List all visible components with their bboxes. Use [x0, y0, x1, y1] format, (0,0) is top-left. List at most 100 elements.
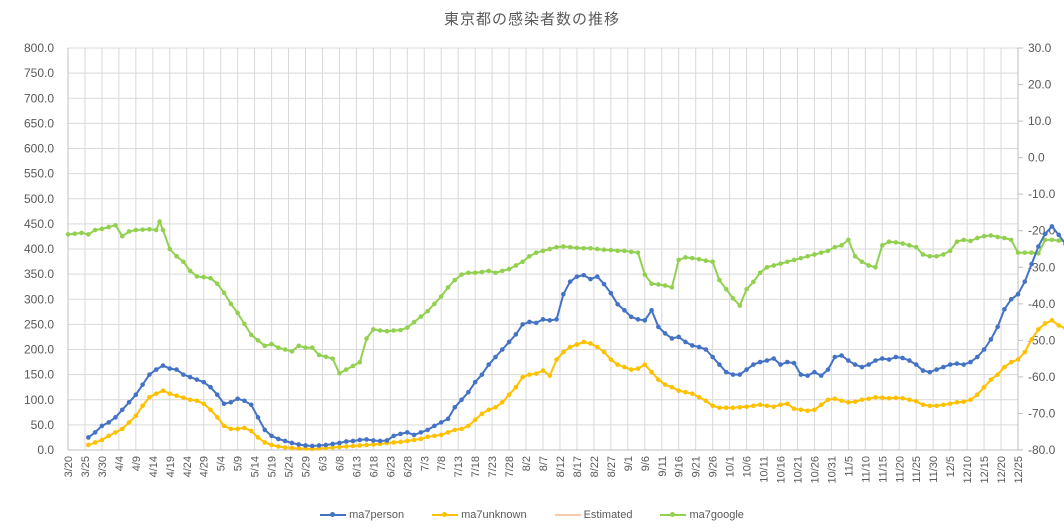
data-point [337, 440, 342, 446]
data-point [330, 441, 335, 447]
data-point [954, 239, 960, 244]
data-point [1002, 235, 1007, 241]
data-point [608, 357, 614, 362]
legend-swatch-icon [432, 512, 459, 517]
data-point [635, 366, 641, 371]
data-point [689, 343, 695, 348]
data-point [812, 369, 817, 375]
data-point [744, 404, 749, 410]
data-point [113, 430, 118, 435]
legend-item-ma7unknown[interactable]: ma7unknown [432, 509, 527, 521]
data-point [934, 403, 939, 409]
data-point [927, 369, 933, 375]
data-point [520, 374, 525, 380]
data-point [934, 367, 939, 372]
data-point [893, 395, 899, 401]
data-point [941, 364, 946, 370]
data-point [947, 248, 953, 254]
data-point [703, 398, 709, 404]
data-point [662, 331, 668, 336]
data-point [377, 438, 383, 444]
data-point [941, 402, 946, 408]
data-point [751, 403, 756, 409]
data-point [676, 334, 682, 340]
data-point [316, 352, 322, 358]
x-tick-label: 5/29 [301, 456, 313, 477]
x-tick-label: 3/30 [97, 456, 109, 477]
data-point [886, 357, 892, 362]
data-point [703, 258, 709, 263]
data-point [1049, 224, 1055, 229]
y2-tick-label: 0.0 [1028, 151, 1045, 165]
data-point [574, 342, 580, 347]
x-tick-label: 8/7 [538, 456, 550, 471]
data-point [1056, 232, 1062, 238]
y-tick-label: 800.0 [24, 41, 54, 55]
data-point [859, 259, 865, 265]
data-point [201, 379, 207, 385]
data-point [92, 430, 98, 435]
data-point [1022, 279, 1028, 284]
data-point [194, 274, 200, 279]
data-point [696, 344, 702, 350]
data-point [601, 281, 607, 287]
x-tick-label: 12/15 [979, 456, 991, 484]
y2-tick-label: -80.0 [1028, 443, 1056, 457]
data-point [384, 438, 390, 443]
data-point [167, 391, 173, 397]
gridlines [67, 47, 1019, 451]
x-tick-label: 5/14 [250, 456, 262, 477]
data-point [157, 219, 162, 224]
x-tick-label: 6/18 [368, 456, 380, 477]
data-point [1022, 250, 1028, 255]
data-point [228, 399, 234, 405]
data-point [846, 399, 851, 405]
x-tick-label: 8/2 [521, 456, 533, 471]
series-ma7unknown [86, 318, 1064, 452]
data-point [479, 411, 485, 417]
data-point [337, 370, 342, 376]
data-point [282, 445, 288, 450]
data-point [235, 396, 240, 402]
data-point [608, 290, 614, 296]
x-tick-label: 8/12 [555, 456, 567, 477]
data-point [391, 433, 397, 439]
data-point [140, 403, 145, 409]
data-point [472, 379, 478, 385]
x-tick-label: 8/27 [606, 456, 618, 477]
series-line [87, 225, 1064, 447]
data-point [486, 407, 492, 413]
x-tick-label: 6/13 [351, 456, 363, 477]
legend-item-ma7google[interactable]: ma7google [660, 509, 744, 521]
data-point [296, 343, 302, 349]
y-tick-label: 650.0 [24, 116, 54, 130]
data-point [567, 279, 573, 284]
y2-tick-label: -20.0 [1028, 224, 1056, 238]
legend-item-estimated[interactable]: Estimated [554, 509, 632, 521]
data-point [622, 364, 627, 370]
data-point [255, 338, 261, 343]
data-point [927, 254, 933, 259]
data-point [751, 279, 756, 285]
data-point [126, 399, 132, 405]
data-point [968, 397, 973, 403]
data-point [961, 362, 967, 367]
data-point [153, 391, 159, 397]
legend-item-ma7person[interactable]: ma7person [320, 509, 404, 521]
data-point [920, 368, 926, 373]
data-point [669, 285, 675, 290]
data-point [181, 372, 186, 377]
x-tick-label: 5/24 [284, 456, 296, 477]
data-point [174, 367, 179, 372]
data-point [527, 372, 532, 377]
data-point [662, 382, 668, 387]
data-point [628, 314, 634, 320]
data-point [445, 416, 451, 422]
x-tick-label: 11/25 [911, 456, 923, 483]
data-point [65, 232, 71, 237]
data-point [208, 407, 213, 413]
data-point [846, 237, 851, 243]
data-point [364, 336, 369, 341]
data-point [995, 234, 1000, 240]
data-point [459, 397, 464, 403]
